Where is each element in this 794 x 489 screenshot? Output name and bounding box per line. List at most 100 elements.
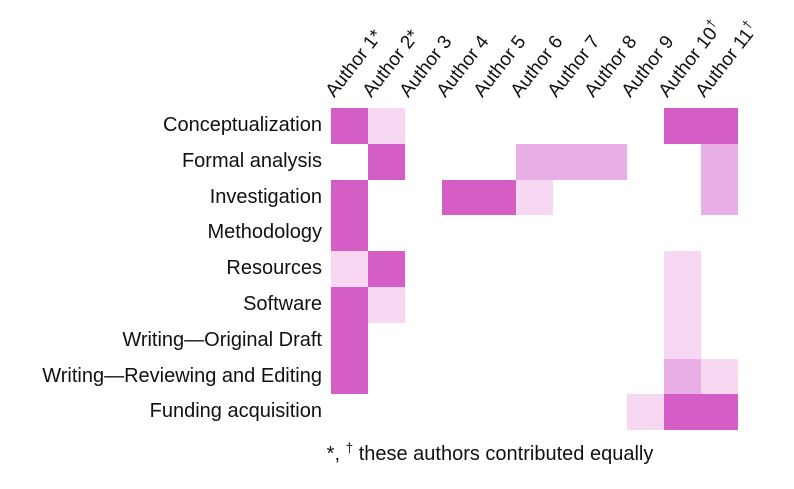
row-label: Formal analysis bbox=[181, 149, 322, 172]
heatmap-cell bbox=[590, 286, 627, 323]
heatmap-cell bbox=[627, 251, 664, 287]
heatmap-cell bbox=[590, 179, 627, 216]
heatmap-cell bbox=[331, 108, 368, 144]
heatmap-cell bbox=[627, 215, 664, 252]
heatmap-cell bbox=[479, 215, 516, 252]
heatmap-cell bbox=[701, 143, 738, 180]
footnote-star: *, bbox=[326, 443, 340, 465]
heatmap-cell bbox=[701, 286, 738, 323]
heatmap-cell bbox=[701, 215, 738, 252]
heatmap-cell bbox=[442, 286, 479, 323]
heatmap-cell bbox=[516, 108, 553, 144]
heatmap-cell bbox=[701, 394, 738, 431]
heatmap-cell bbox=[331, 322, 368, 359]
heatmap-cell bbox=[368, 143, 405, 180]
row-labels: Conceptualization Formal analysis Investig… bbox=[0, 108, 322, 431]
heatmap-cell bbox=[368, 358, 405, 395]
heatmap-cell bbox=[479, 358, 516, 395]
heatmap-cell bbox=[627, 286, 664, 323]
row-label: Software bbox=[243, 293, 322, 315]
heatmap-cell bbox=[553, 394, 590, 431]
heatmap-cell bbox=[516, 143, 553, 180]
row-label: Conceptualization bbox=[163, 114, 322, 136]
heatmap-cell bbox=[664, 358, 701, 395]
heatmap-cell bbox=[664, 179, 701, 216]
heatmap-cell bbox=[331, 286, 368, 323]
heatmap-cell bbox=[479, 108, 516, 144]
heatmap-cell bbox=[405, 286, 442, 323]
heatmap-cell bbox=[405, 322, 442, 359]
heatmap-cell bbox=[664, 215, 701, 252]
row-label: Resources bbox=[226, 257, 322, 280]
heatmap-cell bbox=[331, 215, 368, 252]
heatmap-cell bbox=[442, 358, 479, 395]
heatmap-cell bbox=[553, 143, 590, 180]
heatmap-cell bbox=[590, 215, 627, 252]
row-label: Writing—Original Draft bbox=[122, 328, 322, 351]
heatmap-cell bbox=[701, 108, 738, 144]
heatmap-cell bbox=[368, 215, 405, 252]
heatmap-cell bbox=[368, 108, 405, 144]
row-label: Writing—Reviewing and Editing bbox=[42, 364, 322, 387]
heatmap-cell bbox=[516, 286, 553, 323]
heatmap-cell bbox=[664, 108, 701, 144]
heatmap-cell bbox=[664, 286, 701, 323]
heatmap-cell bbox=[553, 358, 590, 395]
heatmap-cell bbox=[516, 358, 553, 395]
heatmap-cell bbox=[627, 143, 664, 180]
heatmap-cell bbox=[442, 394, 479, 431]
heatmap-cell bbox=[553, 179, 590, 216]
heatmap-cell bbox=[442, 143, 479, 180]
heatmap-cell bbox=[405, 108, 442, 144]
heatmap-cell bbox=[701, 322, 738, 359]
heatmap-cell bbox=[368, 251, 405, 287]
heatmap-cell bbox=[442, 251, 479, 287]
heatmap-cell bbox=[553, 251, 590, 287]
heatmap-cell bbox=[701, 179, 738, 216]
heatmap-cell bbox=[442, 215, 479, 252]
heatmap-grid bbox=[331, 108, 738, 431]
heatmap-cell bbox=[627, 322, 664, 359]
heatmap-cell bbox=[405, 251, 442, 287]
heatmap-cell bbox=[405, 179, 442, 216]
heatmap-cell bbox=[590, 322, 627, 359]
footnote-dagger-icon: † bbox=[345, 440, 354, 456]
heatmap-cell bbox=[479, 179, 516, 216]
heatmap-cell bbox=[553, 108, 590, 144]
heatmap-cell bbox=[590, 108, 627, 144]
heatmap-cell bbox=[405, 143, 442, 180]
heatmap-cell bbox=[701, 251, 738, 287]
row-label: Investigation bbox=[209, 185, 322, 208]
footnote: *, † these authors contributed equally bbox=[190, 440, 790, 466]
heatmap-cell bbox=[368, 179, 405, 216]
heatmap-cell bbox=[516, 394, 553, 431]
heatmap-cell bbox=[405, 358, 442, 395]
heatmap-cell bbox=[479, 322, 516, 359]
heatmap-cell bbox=[590, 394, 627, 431]
heatmap-cell bbox=[442, 108, 479, 144]
heatmap-cell bbox=[701, 358, 738, 395]
heatmap-cell bbox=[405, 394, 442, 431]
heatmap-cell bbox=[553, 322, 590, 359]
heatmap-cell bbox=[331, 179, 368, 216]
heatmap-cell bbox=[479, 394, 516, 431]
column-labels: Author 1* Author 2* Author 3 Author 4 Author… bbox=[322, 0, 791, 106]
heatmap-cell bbox=[553, 286, 590, 323]
heatmap-cell bbox=[627, 179, 664, 216]
heatmap-cell bbox=[331, 143, 368, 180]
heatmap-cell bbox=[590, 358, 627, 395]
heatmap-cell bbox=[553, 215, 590, 252]
heatmap-cell bbox=[664, 394, 701, 431]
heatmap-cell bbox=[516, 322, 553, 359]
heatmap-cell bbox=[479, 251, 516, 287]
heatmap-cell bbox=[590, 143, 627, 180]
heatmap-cell bbox=[331, 394, 368, 431]
row-label: Methodology bbox=[207, 221, 322, 244]
heatmap-cell bbox=[664, 322, 701, 359]
heatmap-cell bbox=[368, 322, 405, 359]
heatmap-cell bbox=[442, 322, 479, 359]
heatmap-cell bbox=[664, 143, 701, 180]
row-label: Funding acquisition bbox=[149, 400, 322, 423]
heatmap-cell bbox=[479, 143, 516, 180]
